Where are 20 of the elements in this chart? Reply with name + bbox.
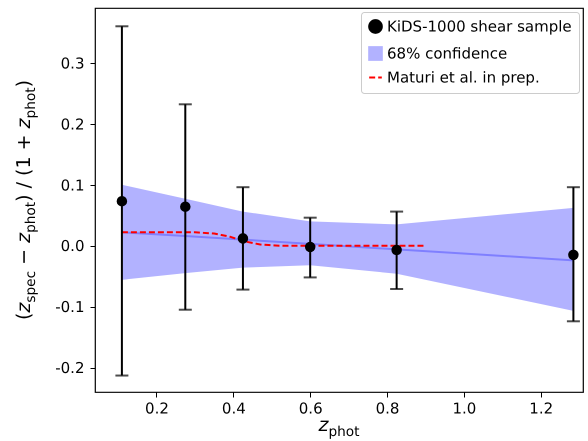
- point: [238, 233, 248, 244]
- point: [391, 244, 402, 256]
- x-tick-label: 0.8: [376, 400, 400, 418]
- y-tick-label: 0.1: [60, 176, 84, 194]
- legend-label: KiDS-1000 shear sample: [387, 18, 572, 36]
- x-tick-label: 1.2: [529, 400, 554, 418]
- x-tick-label: 0.4: [222, 400, 246, 418]
- y-tick-label: 0.3: [60, 54, 84, 72]
- point: [568, 250, 579, 260]
- y-tick-label: 0.2: [60, 115, 84, 134]
- legend-label: Maturi et al. in prep.: [387, 68, 540, 86]
- legend-label: 68% confidence: [387, 44, 508, 62]
- point: [116, 196, 128, 206]
- point: [180, 201, 191, 212]
- point: [304, 242, 316, 252]
- y-tick-label: -0.1: [55, 298, 84, 316]
- y-tick-label: 0.0: [60, 237, 84, 256]
- y-tick-label: -0.2: [55, 359, 84, 378]
- x-tick-label: 0.2: [145, 400, 169, 418]
- x-tick-label: 1.0: [452, 400, 476, 418]
